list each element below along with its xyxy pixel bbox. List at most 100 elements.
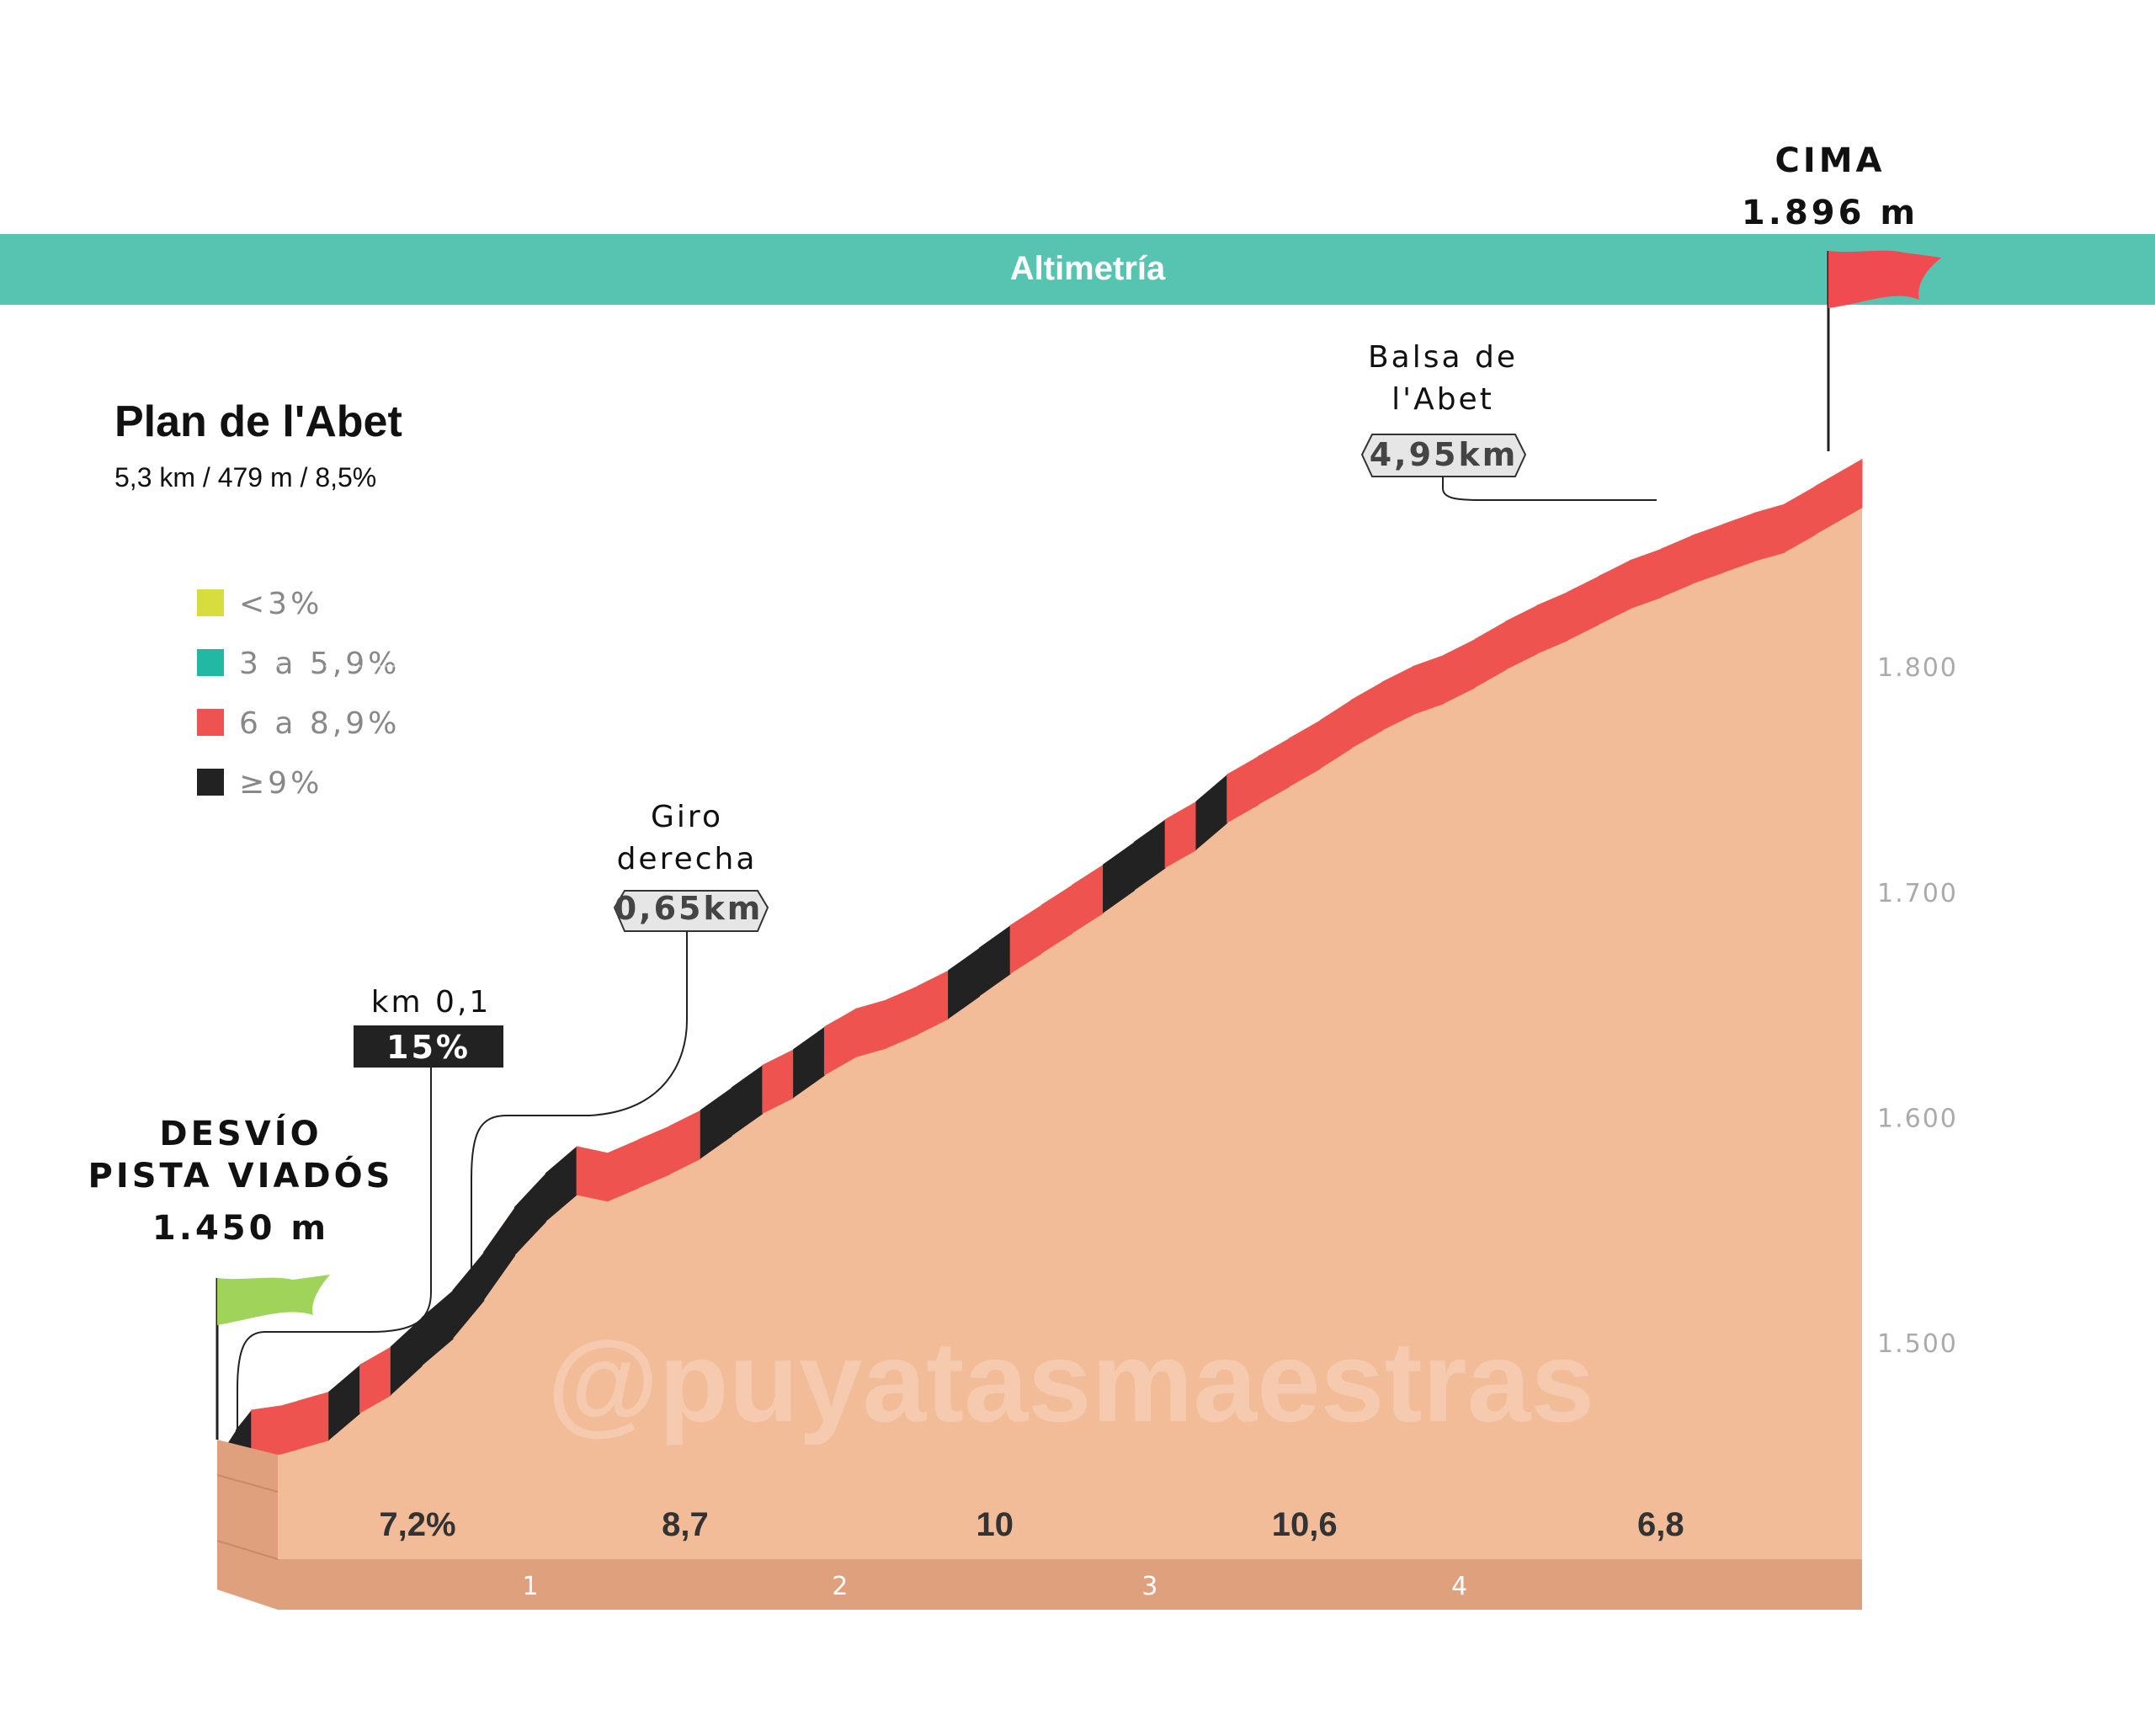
gradient-band-segment (1567, 576, 1599, 641)
legend-label: 6 a 8,9% (239, 706, 400, 741)
gradient-band-segment (1629, 549, 1662, 610)
gradient-band-segment (1350, 681, 1383, 749)
start-cube-edge (216, 1474, 279, 1493)
gradient-band-segment (1103, 842, 1135, 913)
annotation-km01-box (354, 1025, 503, 1068)
x-axis-labels: 1 2 3 4 (522, 1572, 1467, 1601)
gradient-band-segment (1815, 459, 1863, 535)
climb-stats: 5,3 km / 479 m / 8,5% (114, 462, 376, 493)
summit-altitude: 1.896 m (1742, 194, 1918, 232)
summit-block: CIMA 1.896 m (1742, 141, 1941, 451)
segment-gradient-label: 10,6 (1272, 1506, 1338, 1543)
annotation-km01-value: 15% (386, 1029, 471, 1066)
start-line1: DESVÍO (159, 1113, 322, 1153)
gradient-band-segment (452, 1252, 485, 1339)
base-strip (278, 1559, 1862, 1610)
annotation-km01-title: km 0,1 (371, 985, 492, 1020)
y-axis-labels: 1.500 1.600 1.700 1.800 (1877, 653, 1958, 1359)
annotation-balsa-box (1360, 434, 1527, 477)
gradient-band-segment (282, 1400, 299, 1455)
y-tick-label: 1.600 (1877, 1105, 1958, 1134)
gradient-band-segment (1133, 819, 1166, 891)
annotation-balsa-km: 4,95km (1370, 436, 1519, 473)
annotation-giro-leader (471, 931, 688, 1313)
start-altitude: 1.450 m (152, 1209, 329, 1248)
annotation-km01: km 0,1 15% (237, 985, 503, 1431)
gradient-band-segment (359, 1346, 391, 1414)
gradient-band-segment (1660, 535, 1693, 599)
annotation-giro-line2: derecha (617, 842, 758, 876)
gradient-band-segment (390, 1317, 423, 1396)
gradient-band-segment (297, 1392, 330, 1450)
gradient-band-segment (823, 1009, 856, 1076)
gradient-band-segment (948, 947, 980, 1020)
gradient-band-segment (793, 1026, 825, 1099)
x-tick-label: 3 (1141, 1572, 1157, 1601)
segment-gradient-label: 6,8 (1637, 1506, 1684, 1543)
gradient-band-segment (1413, 654, 1445, 716)
gradient-band-segment (1598, 560, 1631, 626)
segment-gradient-label: 7,2% (379, 1506, 455, 1543)
gradient-band-segment (1443, 639, 1476, 704)
y-tick-label: 1.700 (1877, 879, 1958, 908)
annotation-balsa-line1: Balsa de (1368, 340, 1518, 375)
gradient-band-segment (576, 1146, 609, 1202)
gradient-band-segment (638, 1126, 670, 1189)
gradient-band-segment (1319, 700, 1352, 769)
gradient-band-segment (700, 1087, 732, 1159)
gradient-band-segment (1381, 666, 1414, 731)
annotation-giro-line1: Giro (651, 800, 723, 834)
segment-gradient-label: 10 (976, 1506, 1014, 1543)
start-line2: PISTA VIADÓS (88, 1155, 394, 1195)
gradient-band-segment (1164, 801, 1197, 869)
x-tick-label: 1 (522, 1572, 538, 1601)
gradient-band-segment (545, 1146, 577, 1222)
summit-flag-icon (1828, 250, 1941, 308)
gradient-legend: <3% 3 a 5,9% 6 a 8,9% ≥9% (197, 587, 400, 801)
watermark: @puyatasmaestras (547, 1318, 1594, 1446)
x-tick-label: 4 (1451, 1572, 1467, 1601)
legend-swatch (197, 769, 224, 796)
gradient-band-segment (1691, 524, 1723, 584)
gradient-band (220, 459, 1863, 1504)
gradient-band-segment (1784, 486, 1817, 553)
gradient-band-segment (1505, 604, 1538, 670)
gradient-band-segment (668, 1110, 701, 1175)
gradient-band-segment (978, 925, 1011, 997)
x-axis-strip (278, 1559, 1862, 1610)
start-flag-icon (217, 1275, 330, 1325)
legend-label: 3 a 5,9% (239, 647, 400, 681)
gradient-band-segment (1288, 720, 1321, 787)
plot-area: 1.500 1.600 1.700 1.800 1 2 3 4 7,2% 8,7 10 10,6 6… (220, 459, 1958, 1610)
start-block: DESVÍO PISTA VIADÓS 1.450 m (88, 1113, 394, 1610)
header-title: Altimetría (1010, 250, 1166, 287)
gradient-band-segment (421, 1290, 454, 1366)
gradient-band-segment (1072, 864, 1104, 934)
gradient-band-segment (483, 1206, 516, 1302)
gradient-band-segment (1258, 738, 1290, 806)
annotation-balsa-leader (1442, 477, 1657, 501)
gradient-band-segment (762, 1049, 795, 1114)
gradient-band-segment (328, 1364, 361, 1441)
annotation-balsa: Balsa de l'Abet 4,95km (1360, 340, 1657, 501)
climb-name: Plan de l'Abet (114, 397, 402, 446)
annotation-km01-leader (237, 1068, 432, 1431)
legend-swatch (197, 709, 224, 736)
gradient-band-segment (1536, 591, 1568, 654)
legend-label: <3% (239, 587, 322, 621)
annotation-giro-box (613, 890, 769, 932)
legend-swatch (197, 649, 224, 676)
segment-gradient-label: 8,7 (662, 1506, 709, 1543)
gradient-band-segment (854, 999, 887, 1058)
header-band (0, 234, 2155, 305)
profile-area (221, 459, 1862, 1559)
gradient-band-segment (1474, 620, 1507, 689)
legend-swatch (197, 589, 224, 616)
annotation-giro-km: 0,65km (615, 890, 764, 927)
gradient-band-segment (917, 970, 950, 1036)
gradient-band-segment (1721, 513, 1754, 573)
gradient-band-segment (1040, 884, 1073, 954)
segment-gradient-labels: 7,2% 8,7 10 10,6 6,8 (379, 1506, 1684, 1543)
gradient-band-segment (1195, 774, 1228, 850)
